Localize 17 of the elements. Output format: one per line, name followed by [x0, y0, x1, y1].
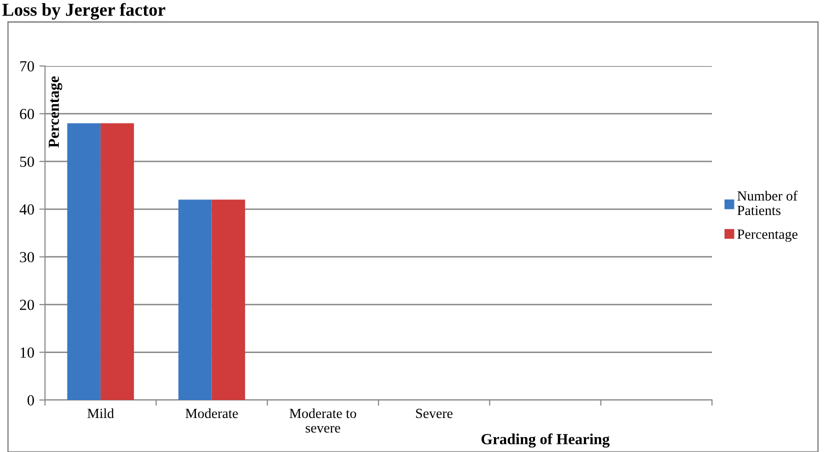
y-tick-label: 0	[28, 395, 34, 406]
y-tick-label: 10	[20, 347, 34, 358]
legend-label: Number of Patients	[737, 190, 798, 216]
y-tick-label: 40	[20, 204, 34, 215]
x-tick-label: Severe	[416, 408, 452, 418]
y-tick-label: 20	[20, 300, 34, 310]
y-tick-label: 30	[20, 252, 34, 262]
y-tick-label: 50	[20, 156, 34, 167]
x-tick-label: Mild	[87, 408, 114, 418]
x-axis-title: Grading of Hearing	[481, 433, 610, 448]
chart-title: Loss by Jerger factor	[2, 3, 166, 20]
y-tick-label: 70	[20, 61, 34, 72]
y-axis-title: Percentage	[48, 76, 62, 148]
legend-label: Percentage	[737, 230, 798, 242]
x-tick-label: Moderate	[186, 408, 238, 418]
x-tick-label: Moderate to severe	[290, 408, 356, 433]
y-tick-label: 60	[20, 108, 34, 120]
